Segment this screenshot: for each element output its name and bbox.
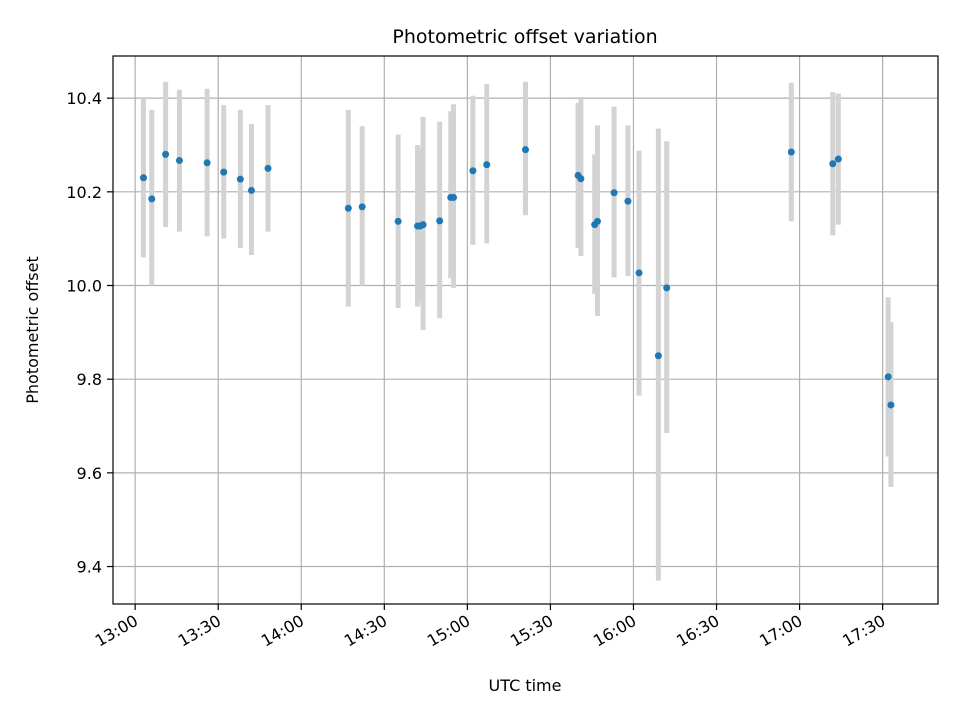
x-tick-label: 17:30 [839, 611, 888, 651]
data-point [663, 284, 671, 292]
data-point [450, 193, 458, 201]
data-point [635, 269, 643, 277]
y-tick-label: 9.4 [77, 558, 102, 577]
y-tick-label: 10.2 [66, 183, 102, 202]
y-tick-label: 10.4 [66, 89, 102, 108]
x-tick-label: 13:00 [92, 611, 141, 651]
data-point [344, 204, 352, 212]
plot-frame [112, 55, 939, 605]
data-point [483, 161, 491, 169]
data-point [624, 197, 632, 205]
x-tick-label: 17:00 [756, 611, 805, 651]
data-point [887, 401, 895, 409]
data-point [236, 175, 244, 183]
data-point [522, 146, 529, 154]
data-point [654, 352, 662, 360]
data-point [220, 168, 228, 176]
data-point [419, 221, 427, 229]
data-point [884, 373, 892, 381]
grid-lines [113, 56, 938, 604]
x-tick-label: 13:30 [175, 611, 224, 651]
data-point [834, 155, 842, 163]
data-points [139, 146, 895, 409]
y-tick-label: 10.0 [66, 277, 102, 296]
data-point [829, 160, 837, 168]
y-axis: 9.4 9.6 9.8 10.0 10.2 10.4 [66, 89, 113, 577]
x-tick-label: 14:30 [341, 611, 390, 651]
x-tick-label: 15:30 [507, 611, 556, 651]
data-point [247, 186, 255, 194]
data-point [139, 174, 147, 182]
data-point [593, 217, 601, 225]
y-tick-label: 9.8 [77, 370, 102, 389]
y-tick-label: 9.6 [77, 464, 102, 483]
data-point [436, 217, 444, 225]
y-axis-label: Photometric offset [23, 256, 42, 404]
data-point [264, 164, 272, 172]
x-axis-label: UTC time [489, 676, 562, 695]
data-point [162, 150, 170, 158]
data-point [203, 159, 211, 167]
data-point [469, 167, 477, 175]
data-point [577, 175, 585, 183]
data-point [610, 189, 618, 197]
x-tick-label: 16:30 [673, 611, 722, 651]
x-tick-label: 14:00 [258, 611, 307, 651]
data-point [175, 156, 183, 164]
data-point [394, 217, 402, 225]
x-axis: 13:00 13:30 14:00 14:30 15:00 15:30 16:00 16:30… [92, 604, 889, 651]
x-tick-label: 16:00 [590, 611, 639, 651]
data-point [148, 195, 156, 203]
data-point [787, 148, 795, 156]
data-point [358, 203, 366, 211]
x-tick-label: 15:00 [424, 611, 473, 651]
chart-title: Photometric offset variation [392, 26, 657, 48]
error-bars [140, 81, 894, 581]
